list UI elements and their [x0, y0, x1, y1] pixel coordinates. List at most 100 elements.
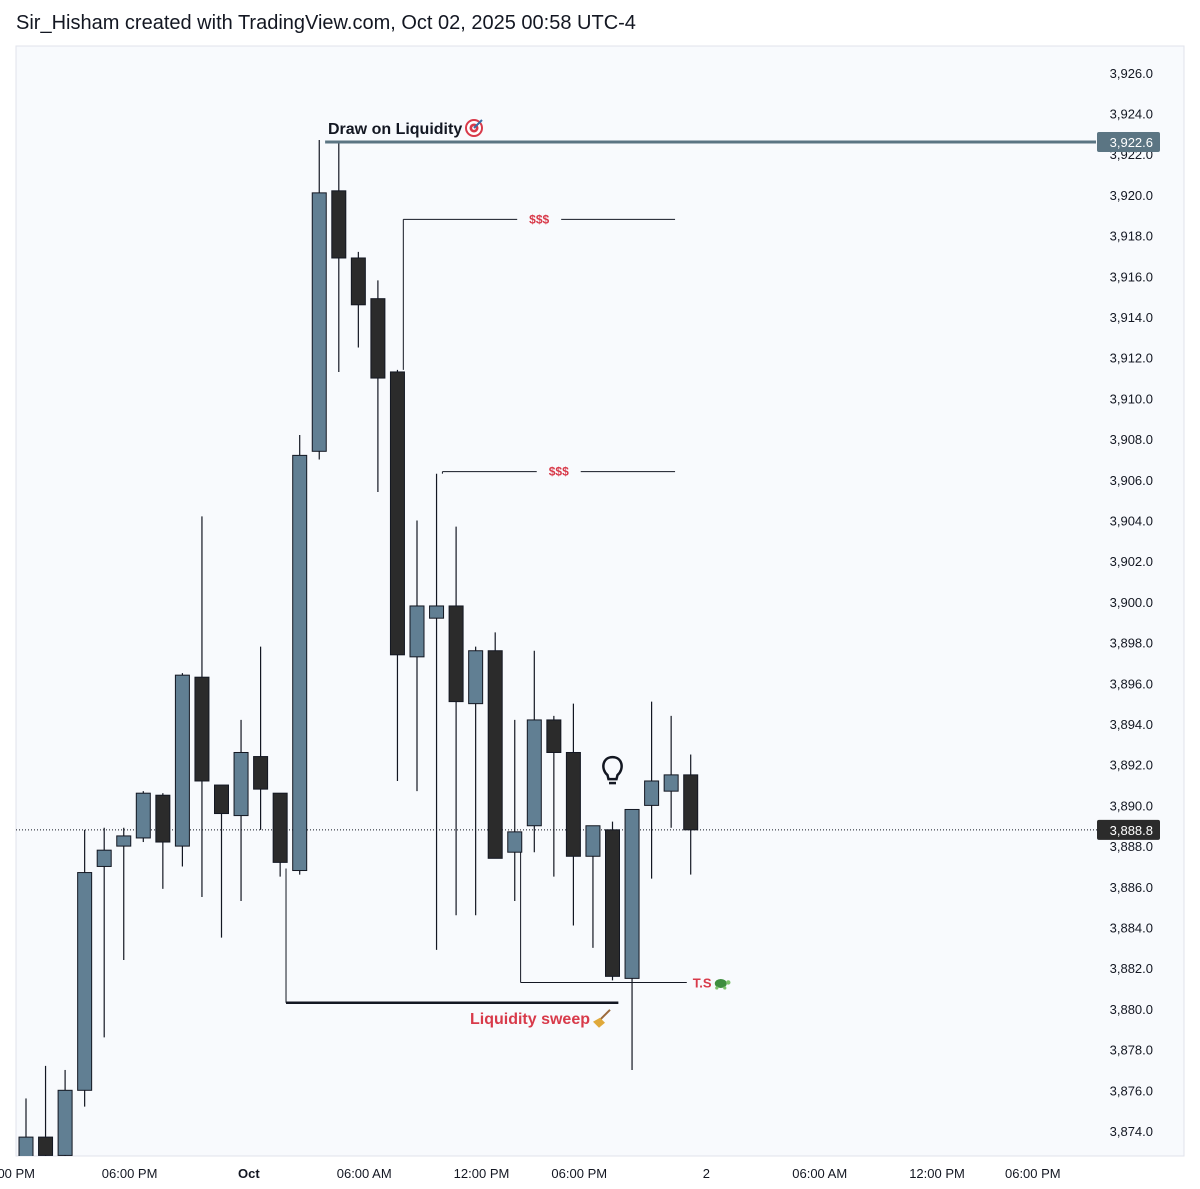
y-tick-label: 3,890.0	[1110, 798, 1153, 813]
candle[interactable]	[487, 632, 503, 859]
candle[interactable]	[350, 251, 366, 348]
candle[interactable]	[331, 141, 347, 372]
y-tick-label: 3,926.0	[1110, 66, 1153, 81]
target-icon	[465, 118, 483, 137]
candle[interactable]	[155, 793, 171, 889]
candle-body	[644, 780, 660, 806]
y-tick-label: 3,892.0	[1110, 758, 1153, 773]
candle[interactable]	[174, 673, 190, 867]
candle-body	[155, 794, 171, 843]
candle[interactable]	[96, 827, 112, 1038]
target-dart	[473, 119, 483, 129]
candle[interactable]	[448, 526, 464, 916]
candle[interactable]	[644, 701, 660, 879]
candle[interactable]	[116, 827, 132, 961]
candle-body	[18, 1136, 34, 1156]
candle-body	[174, 674, 190, 847]
candle-body	[135, 792, 151, 839]
candle[interactable]	[292, 435, 308, 875]
candle[interactable]	[233, 719, 249, 902]
candle[interactable]	[57, 1069, 73, 1172]
y-tick-label: 3,876.0	[1110, 1083, 1153, 1098]
candle-body	[57, 1089, 73, 1156]
candle-body	[77, 872, 93, 1091]
broom-icon	[593, 1009, 611, 1028]
candle[interactable]	[565, 703, 581, 926]
chart-pane[interactable]	[15, 45, 1185, 1157]
y-tick-label: 3,882.0	[1110, 961, 1153, 976]
y-tick-label: 3,886.0	[1110, 880, 1153, 895]
candle-body	[253, 756, 269, 790]
turtle-icon	[714, 978, 731, 990]
candle[interactable]	[135, 791, 151, 843]
x-tick-label: 12:00 PM	[454, 1166, 510, 1181]
liquidity-label: $$$	[549, 465, 569, 479]
x-tick-label: 06:00 AM	[337, 1166, 392, 1181]
candle-body	[96, 849, 112, 867]
candle[interactable]	[18, 1098, 34, 1171]
candle-body	[38, 1136, 54, 1156]
candle[interactable]	[389, 369, 405, 781]
liquidity-label: $$$	[529, 212, 549, 226]
candle[interactable]	[507, 719, 523, 902]
candle-series[interactable]	[18, 139, 699, 1172]
candle-body	[663, 774, 679, 792]
candle-body	[116, 835, 132, 847]
candle[interactable]	[272, 792, 288, 877]
candle[interactable]	[605, 821, 620, 981]
candle-body	[370, 298, 386, 379]
y-tick-label: 3,880.0	[1110, 1002, 1153, 1017]
candle[interactable]	[624, 808, 640, 1070]
candle[interactable]	[194, 516, 210, 897]
y-tick-label: 3,884.0	[1110, 921, 1153, 936]
lightbulb-icon	[602, 755, 623, 785]
candle[interactable]	[253, 646, 269, 830]
candle[interactable]	[370, 280, 386, 493]
ts-label: T.S	[693, 975, 712, 990]
candle-body	[624, 808, 640, 979]
turtle-shell	[714, 978, 727, 988]
candle-body	[507, 831, 523, 853]
y-tick-label: 3,920.0	[1110, 188, 1153, 203]
y-tick-label: 3,878.0	[1110, 1043, 1153, 1058]
y-tick-label: 3,924.0	[1110, 107, 1153, 122]
candle-body	[389, 371, 405, 656]
candle-body	[350, 257, 366, 306]
candle-body	[468, 650, 484, 705]
candle-body	[565, 751, 581, 857]
candle-body	[487, 650, 503, 859]
candle-body	[526, 719, 542, 827]
x-tick-label: 2	[703, 1166, 710, 1181]
candle-body	[272, 792, 288, 863]
candle[interactable]	[546, 715, 562, 877]
draw-on-liquidity-label: Draw on Liquidity	[328, 121, 462, 138]
price-badges: 3,922.6 3,888.8	[1097, 131, 1160, 840]
candle[interactable]	[683, 754, 699, 875]
candle[interactable]	[663, 715, 679, 828]
candle[interactable]	[526, 650, 542, 853]
lightbulb-glass	[602, 755, 623, 781]
y-tick-label: 3,898.0	[1110, 636, 1153, 651]
candle[interactable]	[311, 139, 327, 460]
y-tick-label: 3,906.0	[1110, 473, 1153, 488]
candle[interactable]	[585, 825, 601, 948]
candle[interactable]	[214, 784, 229, 938]
y-tick-label: 3,910.0	[1110, 391, 1153, 406]
y-tick-label: 3,894.0	[1110, 717, 1153, 732]
candle-body	[311, 192, 327, 452]
candle[interactable]	[77, 829, 93, 1107]
annotations[interactable]: Draw on Liquidity $$$ $$$ Liquidity sweep T.…	[285, 118, 1098, 1028]
candle[interactable]	[468, 646, 484, 916]
y-tick-label: 3,918.0	[1110, 229, 1153, 244]
x-tick-label: Oct	[238, 1166, 260, 1181]
candle[interactable]	[409, 520, 425, 792]
candle[interactable]	[38, 1065, 54, 1172]
current-price-label: 3,888.8	[1110, 823, 1153, 838]
turtle-leg	[723, 986, 727, 990]
candle[interactable]	[429, 473, 445, 950]
y-tick-label: 3,916.0	[1110, 269, 1153, 284]
y-tick-label: 3,904.0	[1110, 514, 1153, 529]
time-axis[interactable]: 00 PM 06:00 PM Oct 06:00 AM 12:00 PM 06:00 PM…	[0, 1166, 1061, 1181]
price-axis[interactable]: 3,926.03,924.03,922.03,920.03,918.03,916…	[1110, 66, 1153, 1139]
